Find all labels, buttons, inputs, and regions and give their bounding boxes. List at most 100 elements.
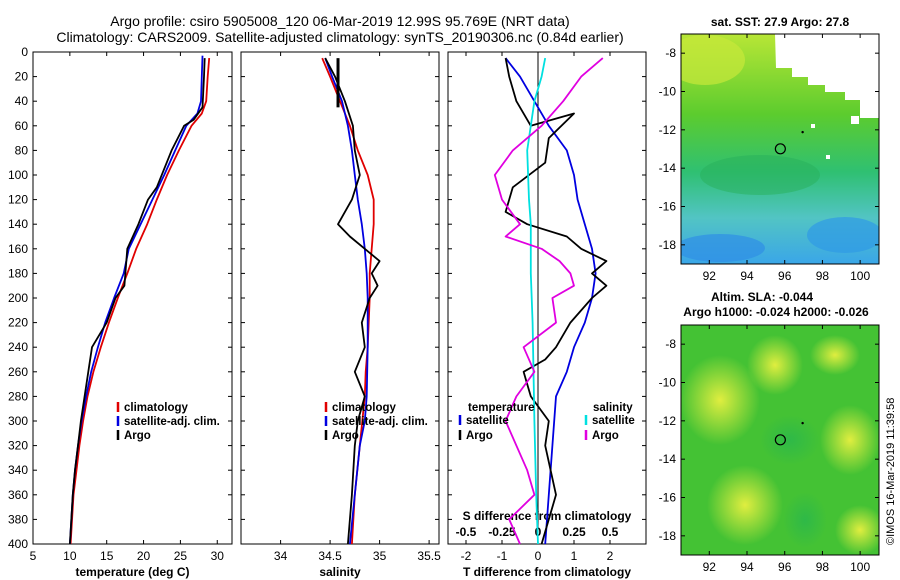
map-x-tick-label: 100 — [850, 269, 870, 283]
sla-map-frame — [680, 324, 880, 556]
y-tick-label: 300 — [8, 414, 28, 428]
sst-map-frame — [680, 33, 880, 265]
legend-entry: satellite-adj. clim. — [124, 416, 220, 428]
x-tick-label: 20 — [137, 549, 151, 563]
x-tick-label: -2 — [461, 549, 472, 563]
legend-entry: climatology — [124, 402, 189, 414]
profile-panels: 0204060801001201401601802002202402602803… — [8, 45, 647, 579]
salinity-xlabel: salinity — [319, 565, 361, 579]
sla-high-patch — [810, 335, 860, 375]
map-x-tick-label: 98 — [816, 269, 830, 283]
sst-cool-patch-east — [807, 217, 879, 253]
sst-cloud-gap — [775, 34, 879, 118]
temperature-climatology-line — [69, 58, 211, 545]
sst-cloud-pixel — [826, 155, 830, 159]
sla-high-patch — [747, 335, 803, 395]
temperature-panel: 0 20 40 60 80 100 120 140 160 180 200 220 240 260 280 3… — [8, 45, 233, 579]
legend-entry: Argo — [466, 430, 493, 442]
legend-entry: Argo — [592, 430, 619, 442]
x-top-tick-label: -0.5 — [456, 525, 477, 539]
sla-float-marker — [774, 434, 786, 446]
y-tick-label: 60 — [15, 119, 29, 133]
map-x-tick-label: 98 — [816, 560, 830, 574]
y-tick-label: 100 — [8, 168, 28, 182]
sla-map — [681, 325, 879, 555]
sla-map-title-line1: Altim. SLA: -0.044 — [711, 290, 813, 304]
map-x-tick-label: 92 — [703, 269, 717, 283]
map-y-tick-label: -10 — [659, 376, 677, 390]
sst-map-title: sat. SST: 27.9 Argo: 27.8 — [711, 15, 850, 29]
map-y-tick-label: -10 — [659, 85, 677, 99]
legend-entry: climatology — [332, 402, 397, 414]
x-tick-label: 35.5 — [417, 549, 441, 563]
x-top-tick-label: -0.25 — [488, 525, 516, 539]
x-tick-label: 2 — [607, 549, 614, 563]
y-tick-label: 220 — [8, 316, 28, 330]
figure-title-line1: Argo profile: csiro 5905008_120 06-Mar-2… — [110, 13, 569, 29]
figure-title-line2: Climatology: CARS2009. Satellite-adjuste… — [56, 29, 623, 45]
map-y-tick-label: -12 — [659, 414, 677, 428]
map-y-tick-label: -16 — [659, 200, 677, 214]
y-tick-label: 0 — [21, 45, 28, 59]
x-top-tick-label: 0.5 — [602, 525, 619, 539]
salinity-climatology-line — [321, 57, 375, 545]
y-tick-label: 180 — [8, 266, 28, 280]
sst-map — [681, 34, 879, 264]
credit-text: ©IMOS 16-Mar-2019 11:39:58 — [885, 398, 897, 545]
x-tick-label: 10 — [63, 549, 77, 563]
sla-map-title-line2: Argo h1000: -0.024 h2000: -0.026 — [683, 305, 869, 319]
salinity-panel: 34 34.5 35 35.5 salinity climatology satellite… — [240, 51, 441, 579]
sla-map-axes: -8 -10 -12 -14 -16 -18 92 94 96 98 100 — [659, 325, 879, 574]
salinity-frame — [240, 51, 440, 545]
temperature-frame — [32, 51, 233, 545]
legend-salinity-title: salinity — [593, 402, 633, 414]
y-tick-label: 400 — [8, 537, 28, 551]
island-dot — [801, 421, 804, 425]
legend-entry: Argo — [332, 430, 359, 442]
temperature-xlabel: temperature (deg C) — [75, 565, 189, 579]
map-y-tick-label: -18 — [659, 238, 677, 252]
map-y-tick-label: -18 — [659, 529, 677, 543]
y-tick-label: 240 — [8, 340, 28, 354]
difference-xlabel: T difference from climatology — [463, 565, 631, 579]
sst-cool-patch-west — [681, 234, 765, 262]
sla-high-patch — [707, 465, 783, 545]
map-y-tick-label: -12 — [659, 123, 677, 137]
legend-entry: satellite — [466, 415, 509, 427]
y-tick-label: 80 — [15, 143, 29, 157]
salinity-satellite-adj-clim-line — [324, 57, 369, 545]
x-tick-label: 30 — [211, 549, 225, 563]
y-tick-label: 120 — [8, 193, 28, 207]
sla-high-patch — [820, 405, 879, 475]
map-x-tick-label: 94 — [740, 269, 754, 283]
map-y-tick-label: -14 — [659, 161, 677, 175]
legend-entry: satellite-adj. clim. — [332, 416, 428, 428]
x-top-tick-label: 0.25 — [562, 525, 586, 539]
sst-cloud-pixel — [803, 63, 813, 73]
map-x-tick-label: 96 — [778, 269, 792, 283]
sst-cloud-pixel — [851, 116, 859, 124]
difference-t-argo-line — [504, 57, 608, 545]
x-tick-label: 1 — [571, 549, 578, 563]
y-tick-label: 380 — [8, 512, 28, 526]
x-tick-label: 15 — [100, 549, 114, 563]
map-y-tick-label: -8 — [665, 46, 676, 60]
temperature-argo-line — [69, 58, 206, 545]
x-tick-label: 34.5 — [318, 549, 342, 563]
difference-s-satellite-line — [526, 57, 547, 545]
map-y-tick-label: -8 — [665, 337, 676, 351]
island-dot — [801, 130, 804, 134]
x-tick-label: 0 — [535, 549, 542, 563]
y-tick-label: 140 — [8, 217, 28, 231]
sla-high-patch — [681, 355, 760, 445]
x-tick-label: -1 — [497, 549, 508, 563]
y-tick-label: 260 — [8, 365, 28, 379]
map-x-tick-label: 100 — [850, 560, 870, 574]
legend-temperature-title: temperature — [468, 402, 534, 414]
x-tick-label: 35 — [373, 549, 387, 563]
salinity-argo-line — [324, 57, 381, 545]
sla-low-patch — [760, 415, 820, 465]
y-tick-label: 340 — [8, 463, 28, 477]
